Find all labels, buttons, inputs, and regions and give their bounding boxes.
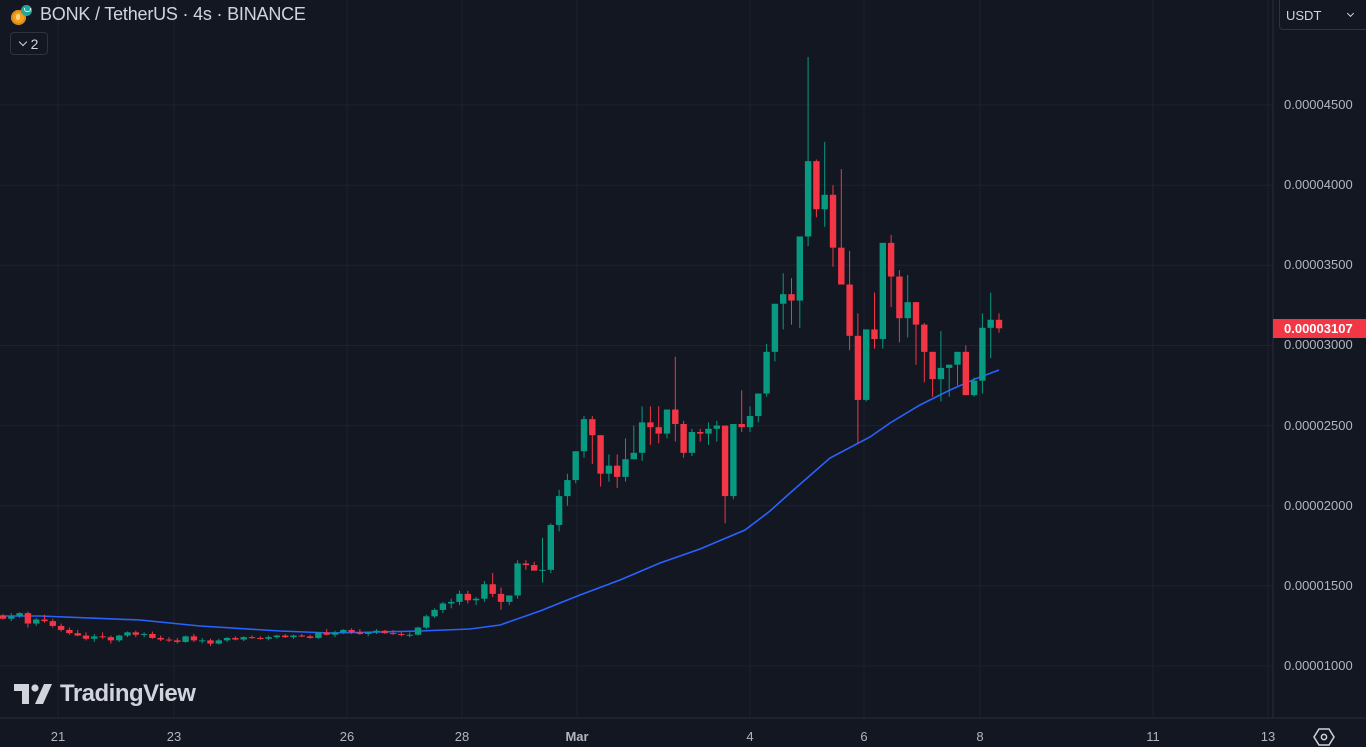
chevron-down-icon (18, 37, 27, 47)
time-axis-label: Mar (565, 729, 589, 744)
tether-icon (21, 5, 32, 16)
time-axis-label: 4 (746, 729, 754, 744)
time-axis-label: 6 (860, 729, 868, 744)
price-axis-label: 0.00003500 (1284, 257, 1353, 273)
time-axis-label: 11 (1146, 729, 1160, 744)
settings-gear-icon[interactable] (1313, 727, 1335, 747)
moving-average-line (0, 369, 1000, 634)
time-axis-label: 21 (50, 729, 66, 744)
grid-lines (0, 0, 1273, 718)
time-axis-label: 8 (976, 729, 984, 744)
currency-label: USDT (1286, 8, 1322, 23)
price-axis-label: 0.00002000 (1284, 497, 1353, 513)
bonk-coin-icon (8, 3, 34, 25)
time-axis-label: 23 (166, 729, 182, 744)
indicators-collapse-button[interactable]: 2 (10, 32, 48, 55)
price-axis-label: 0.00003000 (1284, 337, 1353, 353)
price-axis-label: 0.00001000 (1284, 658, 1353, 673)
price-axis-label: 0.00002500 (1284, 417, 1353, 433)
price-axis-label: 0.00004000 (1284, 177, 1353, 193)
time-axis-label: 28 (454, 729, 470, 744)
candles (0, 56, 1003, 646)
tradingview-logo[interactable]: TradingView (14, 680, 196, 708)
currency-selector[interactable]: USDT (1279, 0, 1366, 30)
time-axis-label: 26 (339, 729, 355, 744)
chevron-down-icon (1346, 9, 1355, 18)
symbol-header[interactable]: BONK / TetherUS · 4s · BINANCE (8, 3, 306, 25)
indicator-count: 2 (30, 35, 39, 52)
symbol-title[interactable]: BONK / TetherUS · 4s · BINANCE (40, 3, 306, 24)
tradingview-logo-text: TradingView (60, 680, 196, 707)
current-price-tag: 0.00003107 (1273, 319, 1366, 338)
time-axis-label: 13 (1260, 729, 1276, 744)
price-axis-label: 0.00001500 (1284, 577, 1353, 593)
tradingview-logo-icon (14, 684, 52, 704)
price-axis-label: 0.00004500 (1284, 97, 1353, 113)
